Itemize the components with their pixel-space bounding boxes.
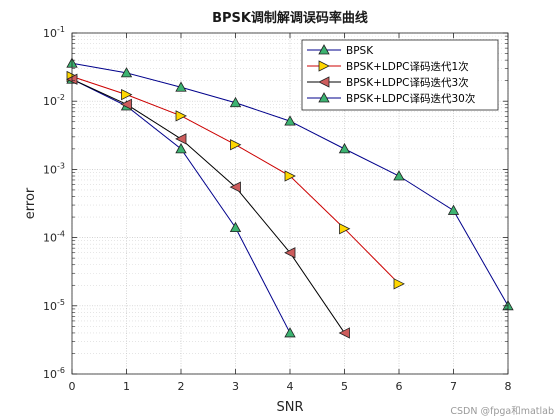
- data-point: [120, 98, 132, 110]
- y-tick-label: 10-2: [43, 93, 65, 108]
- data-point: [229, 181, 241, 193]
- series-layer: [66, 57, 514, 339]
- data-point: [393, 278, 405, 290]
- data-point: [338, 143, 351, 154]
- x-tick-label: 8: [505, 380, 512, 393]
- data-point: [284, 247, 296, 259]
- chart-title: BPSK调制解调误码率曲线: [212, 10, 368, 26]
- series-4: [66, 57, 514, 311]
- legend-entry-4: BPSK+LDPC译码迭代30次: [307, 92, 476, 105]
- legend-label: BPSK+LDPC译码迭代30次: [346, 92, 476, 105]
- x-axis-title: SNR: [276, 400, 303, 415]
- legend-marker: [318, 44, 330, 55]
- x-tick-label: 0: [69, 380, 76, 393]
- y-tick-label: 10-6: [43, 366, 65, 381]
- legend-entry-1: BPSK: [307, 44, 374, 57]
- data-point: [229, 96, 242, 108]
- x-tick-label: 6: [396, 380, 403, 393]
- data-point: [229, 221, 242, 233]
- data-point: [120, 67, 133, 78]
- data-point: [284, 170, 296, 182]
- data-point: [447, 204, 460, 215]
- x-tick-label: 5: [341, 380, 348, 393]
- x-tick-label: 2: [178, 380, 185, 393]
- legend-marker: [318, 60, 330, 72]
- series-2: [66, 70, 405, 290]
- legend-entry-3: BPSK+LDPC译码迭代3次: [307, 76, 469, 89]
- y-tick-label: 10-5: [43, 298, 65, 313]
- data-point: [175, 133, 187, 145]
- x-tick-label: 1: [123, 380, 130, 393]
- data-point: [175, 143, 187, 154]
- data-point: [393, 170, 405, 181]
- legend-marker: [318, 76, 330, 88]
- y-tick-label: 10-3: [43, 161, 65, 176]
- data-point: [175, 110, 187, 122]
- data-point: [338, 327, 350, 339]
- data-point: [230, 139, 242, 151]
- data-point: [175, 81, 187, 92]
- x-tick-label: 4: [287, 380, 294, 393]
- y-tick-label: 10-4: [43, 230, 65, 245]
- watermark: CSDN @fpga和matlab: [450, 406, 554, 417]
- x-tick-label: 3: [232, 380, 239, 393]
- legend-marker: [318, 92, 330, 103]
- data-point: [339, 223, 351, 235]
- legend-entry-2: BPSK+LDPC译码迭代1次: [307, 60, 469, 73]
- legend: BPSK BPSK+LDPC译码迭代1次 BPSK+LDPC译码迭代3次 BPSK+L…: [301, 39, 499, 111]
- legend-label: BPSK: [346, 45, 374, 57]
- legend-label: BPSK+LDPC译码迭代1次: [346, 60, 469, 73]
- x-tick-labels: 0 1 2 3 4 5 6 7 8: [69, 380, 512, 393]
- legend-label: BPSK+LDPC译码迭代3次: [346, 76, 469, 89]
- data-point: [284, 115, 296, 126]
- x-tick-label: 7: [450, 380, 457, 393]
- data-point: [284, 327, 296, 338]
- legend-entries: BPSK BPSK+LDPC译码迭代1次 BPSK+LDPC译码迭代3次 BPSK+L…: [307, 44, 476, 105]
- y-tick-labels: 10-6 10-5 10-4 10-3 10-2 10-1: [43, 25, 65, 381]
- axis-ticks: [71, 32, 509, 375]
- y-axis-title: error: [23, 187, 38, 219]
- data-point: [121, 88, 133, 101]
- series-line: [71, 78, 345, 334]
- y-tick-label: 10-1: [43, 25, 65, 40]
